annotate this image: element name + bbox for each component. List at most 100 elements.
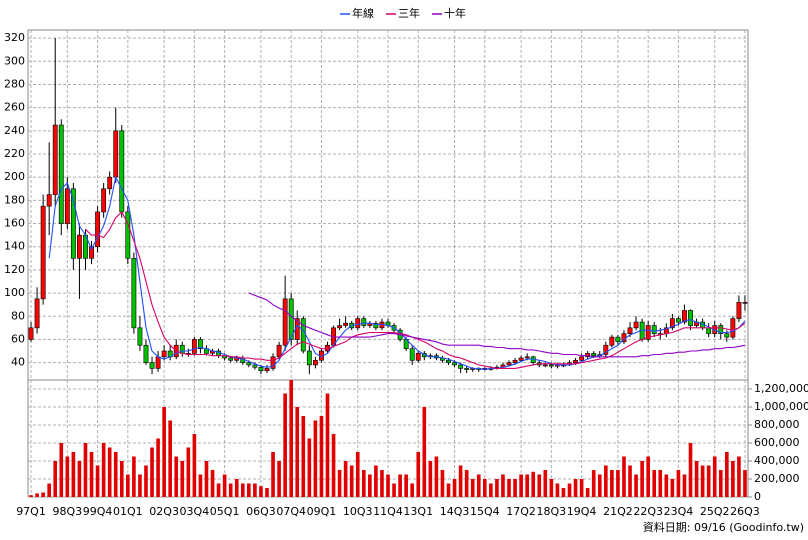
volume-bar	[573, 479, 578, 497]
volume-bar	[531, 471, 536, 497]
volume-bar	[597, 474, 602, 497]
volume-bar	[561, 488, 566, 497]
candle-body	[276, 344, 282, 358]
volume-bar	[83, 443, 88, 497]
volume-bar	[162, 407, 166, 497]
candle-body	[337, 325, 343, 329]
volume-bar	[192, 434, 197, 497]
candle-body	[627, 327, 633, 334]
y-tick-label: 40	[11, 356, 25, 369]
volume-bar	[325, 393, 330, 497]
candle-body	[252, 364, 258, 368]
volume-bar	[676, 470, 681, 497]
candle-body	[64, 188, 70, 224]
candle-body	[113, 130, 119, 178]
volume-bar	[640, 461, 644, 497]
volume-bar	[579, 479, 584, 497]
candle-body	[361, 318, 367, 326]
x-tick-label: 13Q1	[403, 505, 433, 518]
volume-bar	[168, 420, 172, 497]
candle-body	[645, 325, 651, 340]
volume-bar	[47, 483, 51, 497]
candle-body	[542, 364, 548, 367]
x-tick-label: 06Q3	[246, 505, 276, 518]
candle-body	[415, 353, 421, 361]
volume-bar	[416, 452, 421, 497]
candle-body	[312, 359, 318, 366]
volume-bar	[404, 474, 408, 497]
x-tick-label: 05Q1	[210, 505, 240, 518]
volume-bar	[652, 470, 657, 497]
volume-bar	[440, 470, 445, 497]
candle-body	[95, 211, 100, 248]
volume-bar	[380, 470, 384, 497]
x-tick-label: 14Q3	[440, 505, 470, 518]
volume-bar	[150, 447, 154, 497]
y2-tick-label: 800,000	[754, 418, 800, 431]
candle-body	[742, 302, 748, 304]
volume-bar	[138, 474, 142, 497]
x-tick-label: 23Q4	[664, 505, 694, 518]
volume-bar	[107, 447, 112, 497]
candle-body	[107, 176, 113, 190]
candle-body	[682, 310, 687, 323]
volume-bar	[216, 483, 221, 497]
volume-bar	[271, 452, 275, 497]
volume-bar	[240, 483, 245, 497]
y-tick-label: 200	[4, 170, 25, 183]
candle-body	[458, 364, 464, 369]
x-tick-label: 17Q2	[506, 505, 536, 518]
candle-body	[306, 350, 312, 366]
y-tick-label: 180	[4, 193, 25, 206]
legend-label: 十年	[444, 6, 466, 20]
volume-bar	[489, 483, 493, 497]
volume-bar	[228, 483, 233, 497]
candle-body	[288, 298, 294, 340]
volume-bar	[307, 438, 312, 497]
volume-bar	[470, 479, 475, 497]
volume-bar	[265, 488, 269, 497]
volume-bar	[180, 461, 185, 497]
volume-bar	[706, 465, 711, 497]
volume-bar	[452, 479, 457, 497]
candle-body	[198, 339, 203, 350]
volume-bar	[59, 443, 64, 497]
volume-bar	[253, 483, 257, 497]
candle-body	[573, 359, 578, 363]
volume-bar	[495, 479, 499, 497]
candle-body	[579, 356, 585, 361]
volume-bar	[585, 488, 590, 497]
volume-bar	[731, 461, 735, 497]
candle-body	[718, 325, 724, 334]
volume-bar	[222, 474, 227, 497]
candle-body	[149, 362, 155, 369]
x-tick-label: 99Q4	[83, 505, 113, 518]
x-tick-label: 25Q2	[700, 505, 730, 518]
volume-bar	[476, 474, 481, 497]
candle-body	[228, 357, 234, 361]
volume-bar	[77, 461, 82, 497]
candle-body	[40, 205, 46, 300]
x-tick-label: 01Q1	[113, 505, 143, 518]
y-tick-label: 240	[4, 124, 25, 137]
candle-body	[736, 302, 742, 319]
candle-body	[125, 211, 131, 259]
candle-body	[343, 322, 349, 326]
volume-bar	[126, 474, 130, 497]
candle-body	[246, 362, 252, 366]
volume-bar	[210, 470, 215, 497]
x-tick-label: 07Q4	[276, 505, 306, 518]
volume-bar	[313, 420, 318, 497]
volume-bar	[331, 434, 336, 497]
volume-bar	[513, 479, 517, 497]
volume-bar	[89, 452, 94, 497]
volume-bar	[132, 456, 136, 497]
candle-body	[609, 336, 615, 346]
volume-bar	[101, 443, 106, 497]
volume-bar	[591, 470, 596, 497]
volume-bar	[700, 465, 705, 497]
volume-bar	[349, 465, 354, 497]
candle-body	[518, 357, 524, 361]
volume-bar	[567, 483, 572, 497]
ma-line	[48, 175, 746, 371]
